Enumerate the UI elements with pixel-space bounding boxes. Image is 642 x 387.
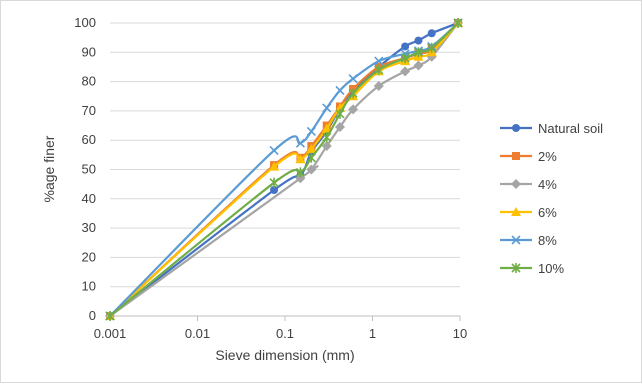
x-tick-label: 1 [369,326,376,341]
legend-label: 8% [538,233,557,248]
y-tick-label: 90 [82,44,96,59]
data-point [511,235,521,245]
legend-item: 4% [500,177,557,192]
data-point [400,66,411,77]
y-tick-label: 0 [89,308,96,323]
x-tick-label: 0.001 [94,326,127,341]
y-tick-label: 20 [82,249,96,264]
data-point [306,143,317,153]
data-point [348,104,359,115]
data-point [269,145,279,156]
data-point [322,103,332,113]
x-axis-title: Sieve dimension (mm) [215,347,354,363]
data-point [334,122,345,133]
y-tick-label: 30 [82,220,96,235]
data-point [374,64,384,75]
y-tick-label: 50 [82,162,96,177]
data-point [427,29,436,38]
data-point [512,124,520,132]
legend: Natural soil 2% 4% 6% 8% 10% [500,121,603,276]
legend-label: 2% [538,149,557,164]
data-point [374,56,384,66]
data-point [295,138,305,148]
data-point [306,152,316,163]
data-point [511,179,521,189]
data-point [105,311,115,321]
data-point [348,74,358,84]
y-tick-label: 100 [74,15,96,30]
data-point [401,42,410,51]
y-tick-label: 70 [82,103,96,118]
y-tick-label: 80 [82,74,96,89]
legend-label: 6% [538,205,557,220]
series-group [105,18,463,321]
data-point [511,263,521,273]
legend-label: 4% [538,177,557,192]
data-point [321,141,332,152]
data-point [413,60,424,71]
data-point [373,80,384,91]
data-point [322,132,332,143]
data-point [335,108,345,119]
y-tick-label: 10 [82,279,96,294]
data-point [269,161,280,171]
data-point [321,123,332,133]
data-point [295,167,305,178]
data-point [413,47,424,58]
data-point [400,53,410,64]
x-tick-label: 0.1 [276,326,294,341]
legend-item: 10% [500,261,564,276]
data-point [453,18,463,28]
data-point [306,126,316,136]
legend-item: 6% [500,205,557,220]
data-point [348,88,358,99]
axes: 0 10 20 30 40 50 60 70 80 90 100 0.001 0.01 0.1 1 10 [74,15,467,341]
data-point [306,164,317,175]
data-point [269,177,279,188]
data-point [511,207,521,216]
legend-label: 10% [538,261,564,276]
data-point [414,36,423,45]
data-point [270,186,279,195]
data-point [427,42,437,53]
y-tick-label: 60 [82,132,96,147]
legend-item: 2% [500,149,557,164]
legend-item: 8% [500,233,557,248]
y-axis-title: %age finer [41,135,57,202]
x-tick-label: 10 [453,326,467,341]
data-point [295,154,306,164]
series-lines [105,18,464,321]
data-point [335,85,345,95]
legend-item: Natural soil [500,121,603,136]
data-point [512,152,520,160]
x-tick-label: 0.01 [185,326,210,341]
y-tick-label: 40 [82,191,96,206]
legend-label: Natural soil [538,121,603,136]
